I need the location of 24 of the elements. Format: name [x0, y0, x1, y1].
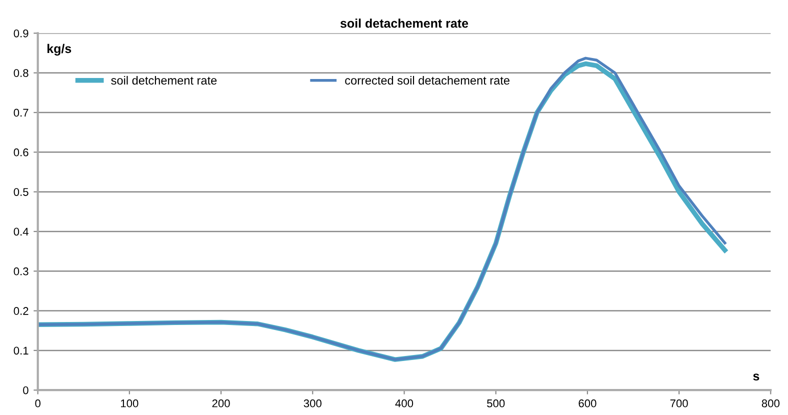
y-tick-label: 0.3 [14, 267, 28, 276]
x-tick-label: 400 [395, 399, 414, 408]
x-tick-label: 0 [35, 399, 40, 408]
y-tick-label: 0.7 [14, 108, 28, 117]
y-tick-label: 0.5 [14, 188, 28, 196]
x-tick-label: 800 [762, 399, 780, 408]
x-axis-title: s [753, 374, 760, 380]
legend-label: corrected soil detachement rate [345, 76, 510, 85]
y-tick-label: 0.2 [14, 307, 28, 315]
legend-label: soil detchement rate [111, 76, 217, 85]
y-tick-label: 0.6 [14, 148, 28, 156]
y-tick-label: 0.4 [14, 228, 28, 236]
x-tick-label: 100 [121, 399, 138, 408]
x-tick-label: 500 [487, 399, 505, 408]
y-tick-label: 0 [23, 386, 28, 394]
chart-title: soil detachement rate [340, 18, 468, 28]
x-tick-label: 700 [670, 399, 688, 408]
x-tick-label: 600 [578, 399, 596, 408]
y-tick-label: 0.8 [14, 69, 28, 77]
y-tick-label: 0.1 [14, 346, 28, 355]
x-tick-label: 300 [304, 399, 322, 408]
x-tick-label: 200 [212, 399, 230, 408]
y-tick-label: 0.9 [14, 29, 28, 38]
y-axis-title: kg/s [47, 44, 72, 56]
